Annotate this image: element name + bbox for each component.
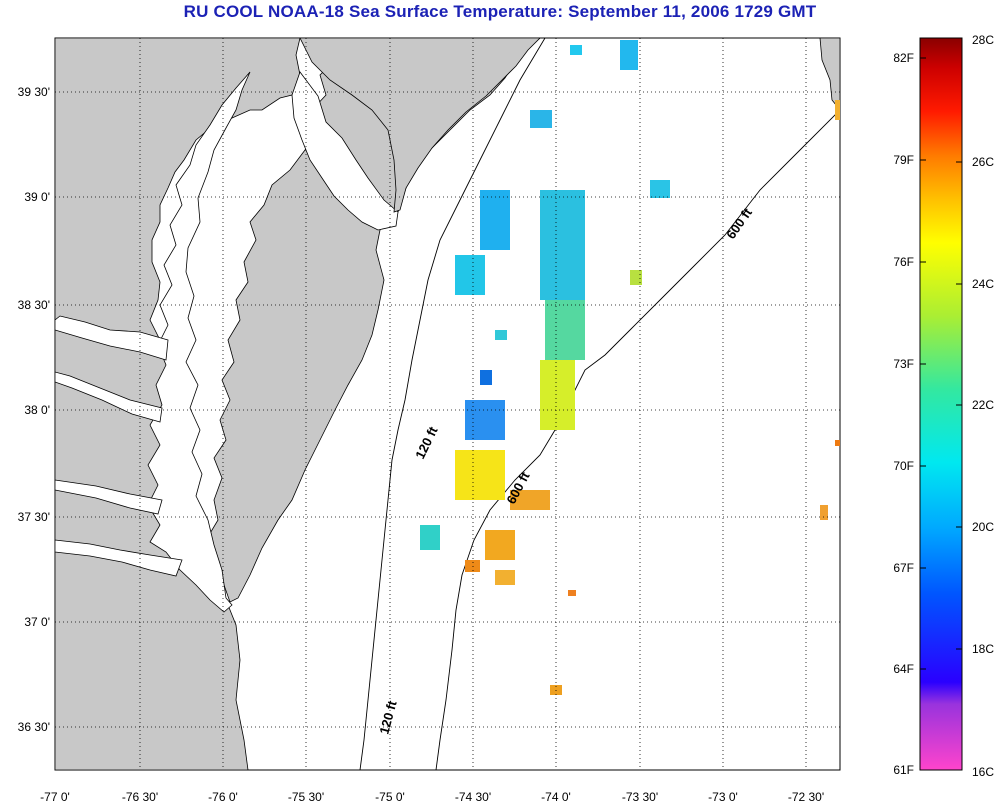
colorbar-f-label: 70F — [893, 459, 914, 473]
lat-label: 36 30' — [18, 720, 50, 734]
lon-label: -76 0' — [208, 790, 238, 804]
lon-label: -75 0' — [375, 790, 405, 804]
colorbar-c-label: 26C — [972, 155, 994, 169]
chesapeake-bay — [147, 71, 251, 613]
longitude-labels: -77 0' -76 30' -76 0' -75 30' -75 0' -74… — [40, 790, 824, 804]
lon-label: -73 30' — [622, 790, 658, 804]
chart-title: RU COOL NOAA-18 Sea Surface Temperature:… — [183, 2, 817, 21]
lat-label: 39 0' — [24, 190, 50, 204]
colorbar-f-label: 79F — [893, 153, 914, 167]
colorbar-c-label: 16C — [972, 765, 994, 779]
colorbar-f-labels: 82F 79F 76F 73F 70F 67F 64F 61F — [893, 51, 914, 777]
lon-label: -74 0' — [541, 790, 571, 804]
latitude-labels: 39 30' 39 0' 38 30' 38 0' 37 30' 37 0' 3… — [18, 85, 50, 734]
lon-label: -77 0' — [40, 790, 70, 804]
lon-label: -73 0' — [708, 790, 738, 804]
colorbar-f-label: 61F — [893, 763, 914, 777]
colorbar-c-labels: 28C 26C 24C 22C 20C 18C 16C — [972, 33, 994, 779]
grid — [55, 38, 840, 770]
lon-label: -74 30' — [455, 790, 491, 804]
lat-label: 39 30' — [18, 85, 50, 99]
lat-label: 37 0' — [24, 615, 50, 629]
colorbar-f-label: 76F — [893, 255, 914, 269]
land-new-jersey — [299, 38, 541, 213]
colorbar-f-label: 67F — [893, 561, 914, 575]
sst-pixels — [420, 40, 840, 695]
lon-label: -72 30' — [788, 790, 824, 804]
lat-label: 38 0' — [24, 403, 50, 417]
colorbar-f-label: 82F — [893, 51, 914, 65]
colorbar-f-label: 64F — [893, 662, 914, 676]
lon-label: -76 30' — [122, 790, 158, 804]
lat-label: 37 30' — [18, 510, 50, 524]
contour-120ft — [359, 38, 546, 770]
colorbar-c-label: 28C — [972, 33, 994, 47]
colorbar-c-label: 20C — [972, 520, 994, 534]
lon-label: -75 30' — [288, 790, 324, 804]
colorbar-c-label: 24C — [972, 277, 994, 291]
lat-label: 38 30' — [18, 298, 50, 312]
colorbar-ticks — [920, 57, 962, 670]
colorbar-f-label: 73F — [893, 357, 914, 371]
colorbar — [919, 37, 963, 771]
colorbar-c-label: 22C — [972, 398, 994, 412]
colorbar-c-label: 18C — [972, 642, 994, 656]
